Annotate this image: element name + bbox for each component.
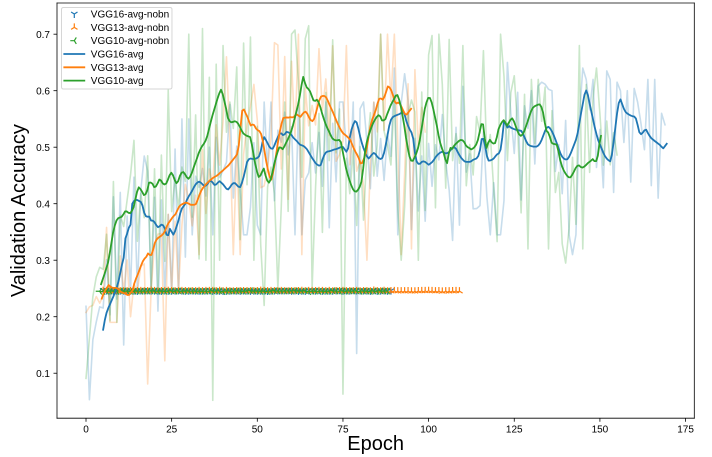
svg-text:25: 25	[166, 424, 178, 435]
svg-text:150: 150	[592, 424, 609, 435]
svg-text:50: 50	[252, 424, 264, 435]
svg-text:Epoch: Epoch	[347, 433, 404, 455]
svg-text:0.2: 0.2	[36, 312, 50, 323]
svg-text:0.5: 0.5	[36, 143, 50, 154]
svg-text:0.7: 0.7	[36, 30, 50, 41]
svg-text:125: 125	[506, 424, 523, 435]
svg-text:0.1: 0.1	[36, 369, 50, 380]
svg-text:Validation Accuracy: Validation Accuracy	[8, 124, 30, 297]
svg-text:0.4: 0.4	[36, 199, 50, 210]
svg-text:0.6: 0.6	[36, 86, 50, 97]
svg-text:100: 100	[420, 424, 437, 435]
svg-text:VGG13-avg-nobn: VGG13-avg-nobn	[91, 23, 169, 34]
svg-text:VGG10-avg-nobn: VGG10-avg-nobn	[91, 36, 169, 47]
svg-text:VGG10-avg: VGG10-avg	[91, 76, 144, 87]
svg-text:0.3: 0.3	[36, 256, 50, 267]
svg-text:VGG16-avg-nobn: VGG16-avg-nobn	[91, 10, 169, 21]
svg-text:VGG16-avg: VGG16-avg	[91, 50, 144, 61]
svg-text:VGG13-avg: VGG13-avg	[91, 63, 144, 74]
svg-text:75: 75	[337, 424, 349, 435]
svg-text:0: 0	[83, 424, 89, 435]
svg-text:175: 175	[677, 424, 694, 435]
